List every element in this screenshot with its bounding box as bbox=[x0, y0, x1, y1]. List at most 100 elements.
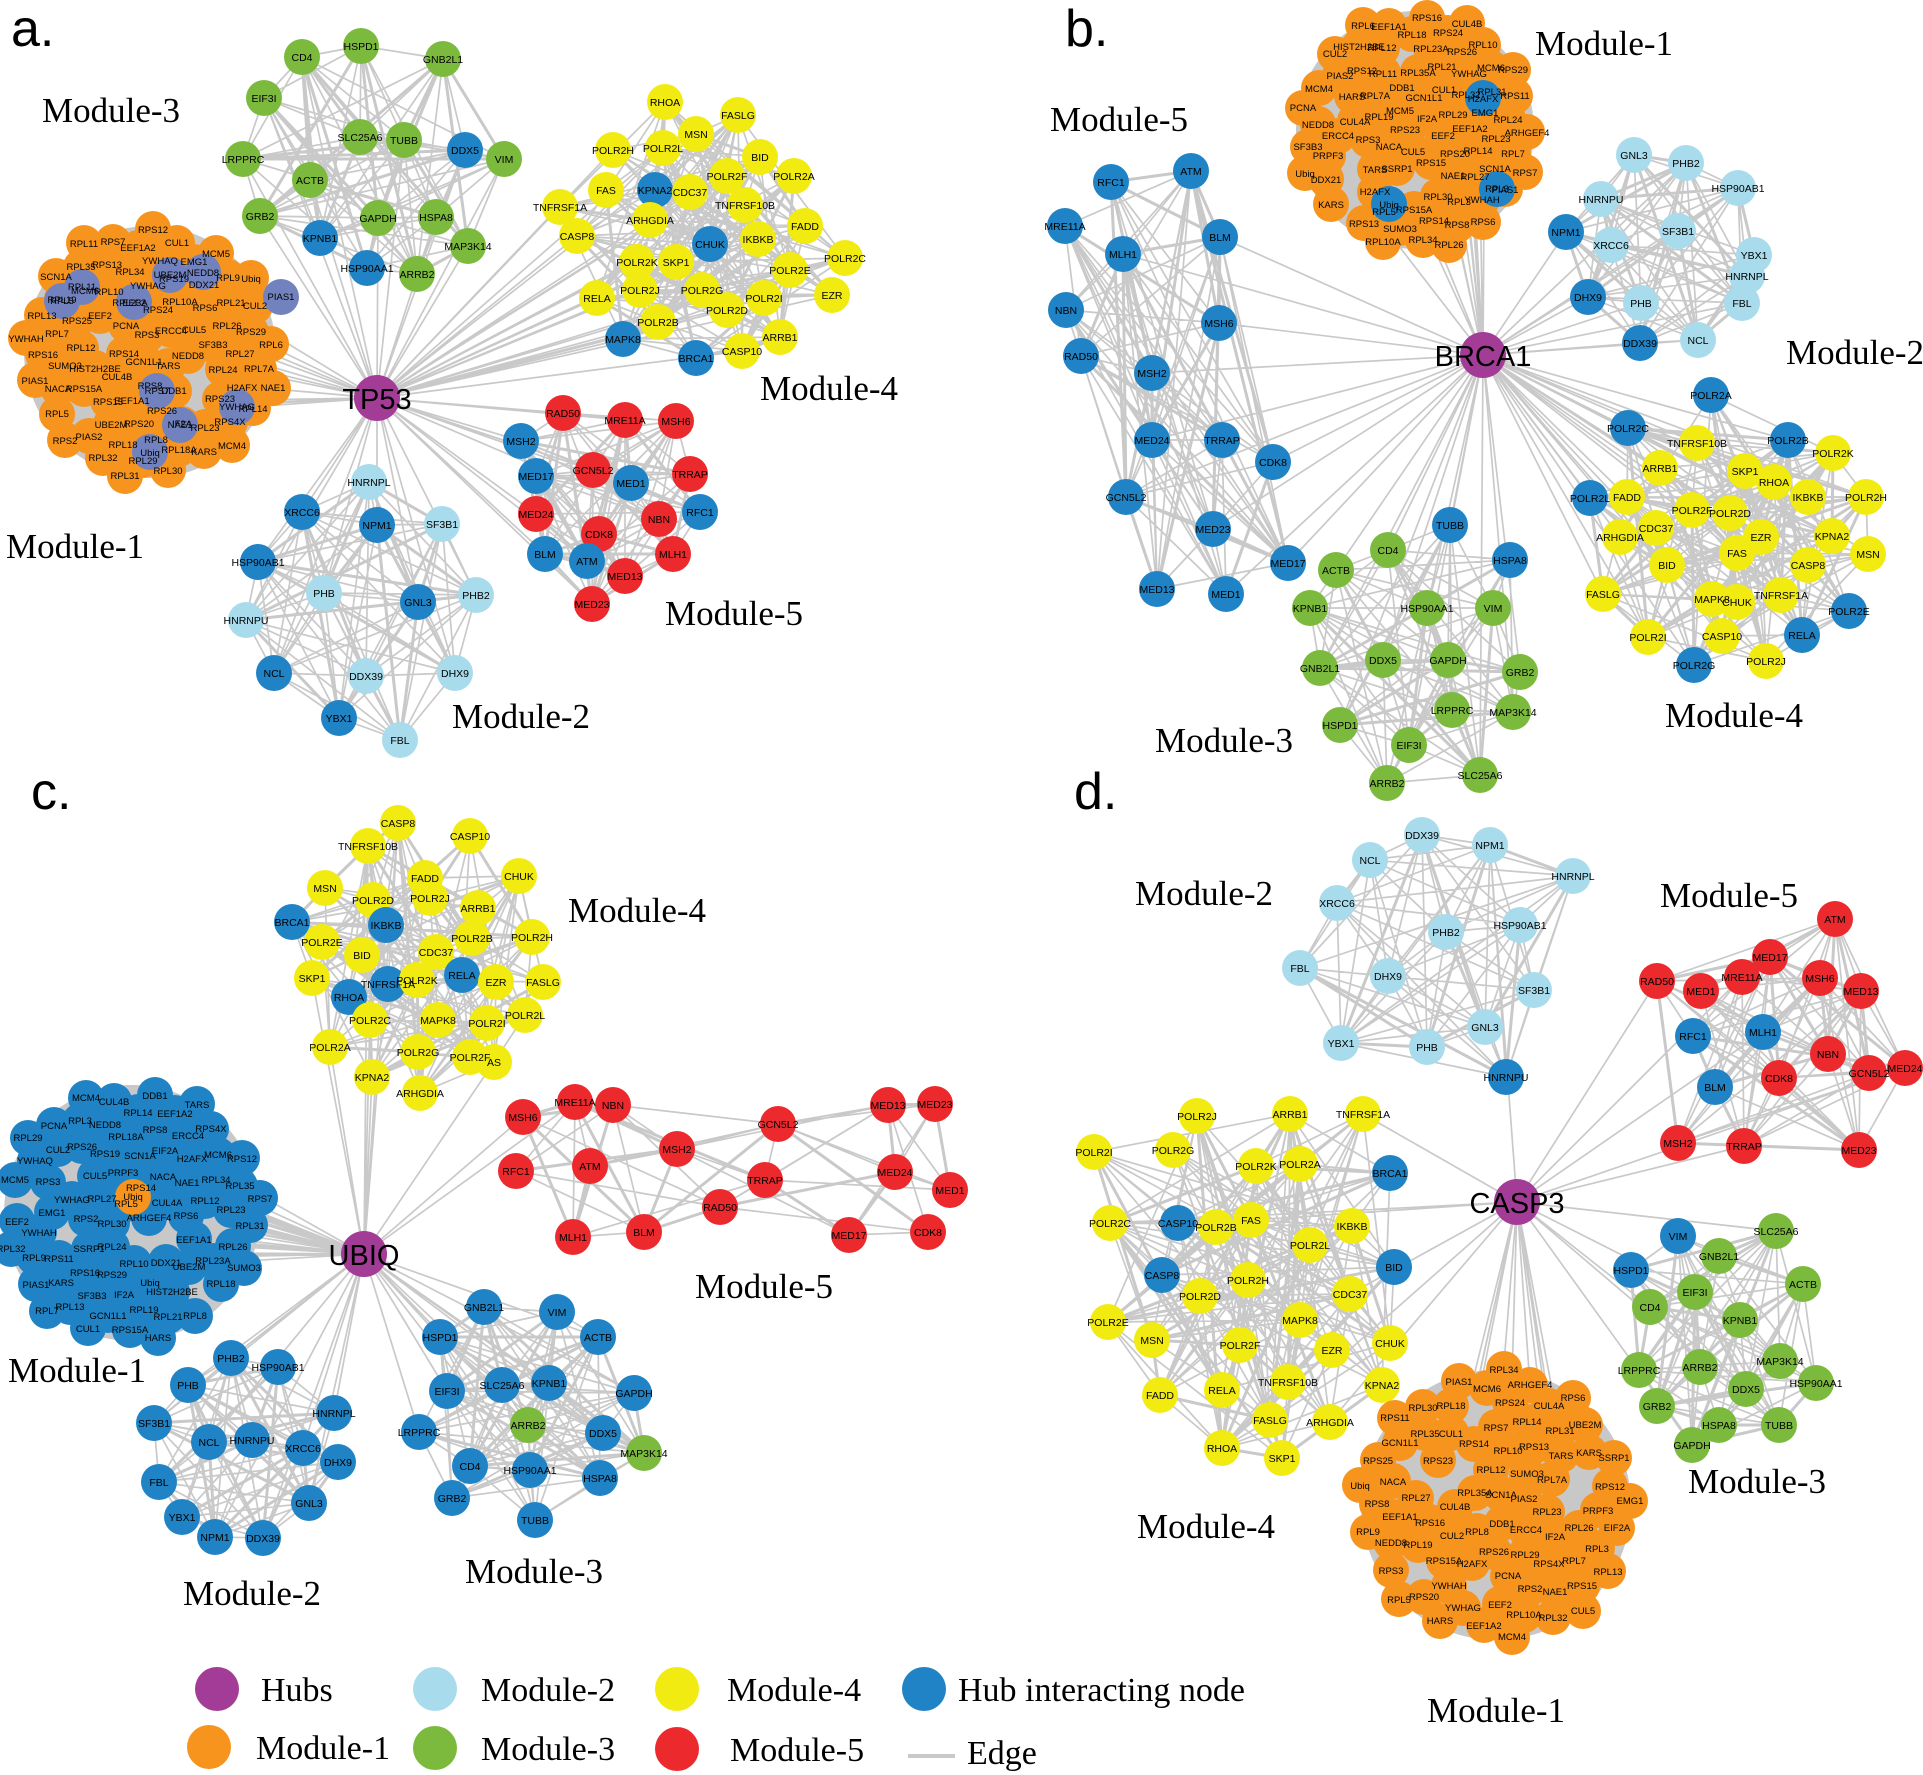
svg-text:POLR2G: POLR2G bbox=[681, 285, 724, 297]
svg-text:HARS: HARS bbox=[1427, 1616, 1453, 1627]
svg-text:Module-1: Module-1 bbox=[8, 1351, 146, 1390]
svg-text:CUL2: CUL2 bbox=[1323, 49, 1347, 60]
svg-text:PRPF3: PRPF3 bbox=[1583, 1506, 1614, 1517]
svg-text:HIST2H2BE: HIST2H2BE bbox=[146, 1287, 198, 1298]
svg-text:RPL5: RPL5 bbox=[1372, 207, 1396, 218]
svg-text:RPL18: RPL18 bbox=[108, 440, 137, 451]
svg-text:GCN1L1: GCN1L1 bbox=[126, 357, 163, 368]
svg-text:RPL35: RPL35 bbox=[66, 262, 95, 273]
svg-text:CUL2: CUL2 bbox=[46, 1145, 70, 1156]
svg-text:H2AFX: H2AFX bbox=[1457, 1559, 1488, 1570]
svg-text:H2AFX: H2AFX bbox=[177, 1154, 208, 1165]
svg-text:NACA: NACA bbox=[1376, 142, 1403, 153]
svg-text:MAPK8: MAPK8 bbox=[605, 334, 641, 346]
svg-text:RPS16: RPS16 bbox=[70, 1268, 100, 1279]
svg-text:KPNA2: KPNA2 bbox=[1365, 1380, 1400, 1392]
svg-text:MSN: MSN bbox=[1140, 1335, 1163, 1347]
svg-text:Module-4: Module-4 bbox=[727, 1672, 861, 1709]
svg-text:PCNA: PCNA bbox=[113, 321, 140, 332]
svg-text:BID: BID bbox=[1658, 560, 1676, 572]
svg-text:MSN: MSN bbox=[313, 883, 336, 895]
svg-text:RPS16: RPS16 bbox=[1415, 1518, 1445, 1529]
svg-text:EMG1: EMG1 bbox=[1617, 1496, 1644, 1507]
svg-text:BID: BID bbox=[1385, 1262, 1403, 1274]
svg-text:RPL9: RPL9 bbox=[216, 273, 240, 284]
svg-text:SKP1: SKP1 bbox=[663, 257, 690, 269]
svg-text:MSH2: MSH2 bbox=[662, 1144, 691, 1156]
svg-text:RPL27: RPL27 bbox=[225, 349, 254, 360]
svg-text:RAD50: RAD50 bbox=[703, 1202, 737, 1214]
svg-text:GCN1L1: GCN1L1 bbox=[1406, 93, 1443, 104]
svg-text:RPS26: RPS26 bbox=[147, 406, 177, 417]
svg-text:HSPD1: HSPD1 bbox=[343, 41, 378, 53]
svg-text:RPS29: RPS29 bbox=[97, 1270, 127, 1281]
svg-text:Module-3: Module-3 bbox=[1688, 1462, 1826, 1501]
svg-text:ARHGEF4: ARHGEF4 bbox=[1505, 128, 1550, 139]
svg-text:LRPPRC: LRPPRC bbox=[1618, 1365, 1661, 1377]
svg-text:RPL34: RPL34 bbox=[115, 267, 144, 278]
svg-text:GRB2: GRB2 bbox=[1643, 1401, 1672, 1413]
svg-text:EMG1: EMG1 bbox=[181, 257, 208, 268]
svg-text:Ubiq: Ubiq bbox=[123, 1192, 143, 1203]
svg-text:HSPA8: HSPA8 bbox=[1493, 555, 1527, 567]
svg-text:KARS: KARS bbox=[1318, 200, 1344, 211]
svg-text:MLH1: MLH1 bbox=[659, 549, 687, 561]
svg-text:RELA: RELA bbox=[1208, 1385, 1235, 1397]
svg-text:RPL27: RPL27 bbox=[1460, 172, 1489, 183]
svg-text:DHX9: DHX9 bbox=[441, 668, 469, 680]
svg-text:POLR2L: POLR2L bbox=[1570, 493, 1610, 505]
svg-text:HIST2H2BE: HIST2H2BE bbox=[1333, 42, 1385, 53]
svg-text:HNRNPL: HNRNPL bbox=[312, 1408, 355, 1420]
svg-text:MAP3K14: MAP3K14 bbox=[620, 1448, 667, 1460]
svg-text:CDC37: CDC37 bbox=[1333, 1289, 1368, 1301]
svg-text:ARHGEF4: ARHGEF4 bbox=[1508, 1380, 1553, 1391]
svg-text:EEF1A1: EEF1A1 bbox=[176, 1235, 211, 1246]
svg-text:HARS: HARS bbox=[145, 1333, 171, 1344]
svg-text:YBX1: YBX1 bbox=[1741, 250, 1768, 262]
svg-text:CUL4B: CUL4B bbox=[1440, 1502, 1471, 1513]
svg-text:CASP8: CASP8 bbox=[1791, 560, 1826, 572]
svg-text:Module-1: Module-1 bbox=[1535, 24, 1673, 63]
svg-text:DDX21: DDX21 bbox=[151, 1258, 182, 1269]
svg-text:SCN1A: SCN1A bbox=[1485, 1490, 1517, 1501]
svg-text:RPS14: RPS14 bbox=[126, 1183, 156, 1194]
svg-text:GNL3: GNL3 bbox=[404, 597, 432, 609]
svg-text:POLR2D: POLR2D bbox=[1709, 508, 1751, 520]
svg-text:RPL23: RPL23 bbox=[190, 423, 219, 434]
svg-text:RPS4X: RPS4X bbox=[1533, 1559, 1565, 1570]
svg-text:GCN1L1: GCN1L1 bbox=[90, 1311, 127, 1322]
svg-text:RFC1: RFC1 bbox=[686, 507, 714, 519]
svg-text:RPL26: RPL26 bbox=[212, 321, 241, 332]
svg-text:BRCA1: BRCA1 bbox=[678, 353, 713, 365]
svg-text:ACTB: ACTB bbox=[1789, 1279, 1817, 1291]
svg-text:DHX9: DHX9 bbox=[1374, 971, 1402, 983]
svg-text:DDX21: DDX21 bbox=[189, 280, 220, 291]
svg-text:GCN5L2: GCN5L2 bbox=[1106, 492, 1147, 504]
svg-text:RPL5: RPL5 bbox=[50, 296, 74, 307]
svg-text:DDX21: DDX21 bbox=[1311, 175, 1342, 186]
svg-text:YBX1: YBX1 bbox=[326, 713, 353, 725]
svg-text:MCM6: MCM6 bbox=[71, 286, 99, 297]
svg-text:RPL12: RPL12 bbox=[190, 1196, 219, 1207]
svg-text:CUL2: CUL2 bbox=[1440, 1531, 1464, 1542]
svg-text:RPL5: RPL5 bbox=[45, 409, 69, 420]
svg-text:ARRB1: ARRB1 bbox=[1642, 463, 1677, 475]
svg-text:KPNA2: KPNA2 bbox=[638, 185, 673, 197]
svg-text:MSH2: MSH2 bbox=[506, 436, 535, 448]
svg-text:RPL27: RPL27 bbox=[1401, 1493, 1430, 1504]
svg-text:RPL30: RPL30 bbox=[153, 466, 182, 477]
svg-text:SF3B1: SF3B1 bbox=[1518, 985, 1550, 997]
svg-text:RPL23A: RPL23A bbox=[112, 298, 148, 309]
svg-text:RPS15: RPS15 bbox=[1567, 1581, 1597, 1592]
svg-text:RPL18A: RPL18A bbox=[108, 1132, 144, 1143]
svg-text:Module-2: Module-2 bbox=[452, 697, 590, 736]
svg-text:SF3B1: SF3B1 bbox=[138, 1418, 170, 1430]
svg-text:POLR2E: POLR2E bbox=[301, 937, 342, 949]
svg-text:RPL10: RPL10 bbox=[1468, 40, 1497, 51]
svg-text:POLR2C: POLR2C bbox=[824, 253, 866, 265]
svg-text:EEF2: EEF2 bbox=[5, 1217, 29, 1228]
svg-text:CDK8: CDK8 bbox=[914, 1227, 942, 1239]
svg-text:YWHAG: YWHAG bbox=[54, 1195, 90, 1206]
svg-text:RPL24: RPL24 bbox=[208, 365, 237, 376]
svg-text:RPL21: RPL21 bbox=[153, 1312, 182, 1323]
